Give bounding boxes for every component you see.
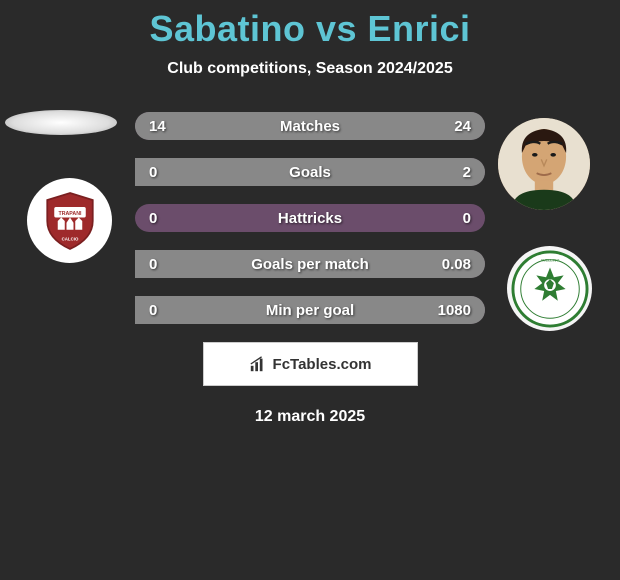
stat-row-hattricks: 0 Hattricks 0 bbox=[135, 204, 485, 232]
brand-text: FcTables.com bbox=[273, 356, 372, 373]
stat-label: Min per goal bbox=[266, 302, 354, 319]
page-subtitle: Club competitions, Season 2024/2025 bbox=[0, 60, 620, 78]
stat-row-goals: 0 Goals 2 bbox=[135, 158, 485, 186]
svg-text:TRAPANI: TRAPANI bbox=[58, 210, 81, 216]
stat-row-goals-per-match: 0 Goals per match 0.08 bbox=[135, 250, 485, 278]
brand-box[interactable]: FcTables.com bbox=[203, 342, 418, 386]
stat-row-matches: 14 Matches 24 bbox=[135, 112, 485, 140]
stat-right-value: 1080 bbox=[438, 302, 471, 319]
chart-icon bbox=[249, 355, 267, 373]
stat-label: Goals bbox=[289, 164, 331, 181]
club-left-badge: TRAPANI CALCIO bbox=[27, 178, 112, 263]
stat-label: Goals per match bbox=[251, 256, 369, 273]
player-left-avatar bbox=[5, 110, 117, 135]
stat-left-value: 0 bbox=[149, 256, 157, 273]
comparison-content: TRAPANI CALCIO AVELLINO 14 Matches 24 bbox=[0, 108, 620, 426]
player-right-avatar bbox=[498, 118, 590, 210]
stat-left-value: 14 bbox=[149, 118, 166, 135]
stat-row-min-per-goal: 0 Min per goal 1080 bbox=[135, 296, 485, 324]
stat-right-value: 24 bbox=[454, 118, 471, 135]
footer-date: 12 march 2025 bbox=[0, 408, 620, 426]
stats-table: 14 Matches 24 0 Goals 2 0 Hattricks 0 0 … bbox=[135, 108, 485, 324]
stat-right-value: 2 bbox=[463, 164, 471, 181]
stat-label: Matches bbox=[280, 118, 340, 135]
club-right-badge: AVELLINO bbox=[507, 246, 592, 331]
stat-left-value: 0 bbox=[149, 302, 157, 319]
svg-text:AVELLINO: AVELLINO bbox=[540, 257, 559, 262]
svg-text:CALCIO: CALCIO bbox=[61, 236, 78, 241]
stat-left-value: 0 bbox=[149, 164, 157, 181]
page-title: Sabatino vs Enrici bbox=[0, 8, 620, 50]
stat-label: Hattricks bbox=[278, 210, 342, 227]
stat-right-value: 0.08 bbox=[442, 256, 471, 273]
stat-right-value: 0 bbox=[463, 210, 471, 227]
stat-left-value: 0 bbox=[149, 210, 157, 227]
